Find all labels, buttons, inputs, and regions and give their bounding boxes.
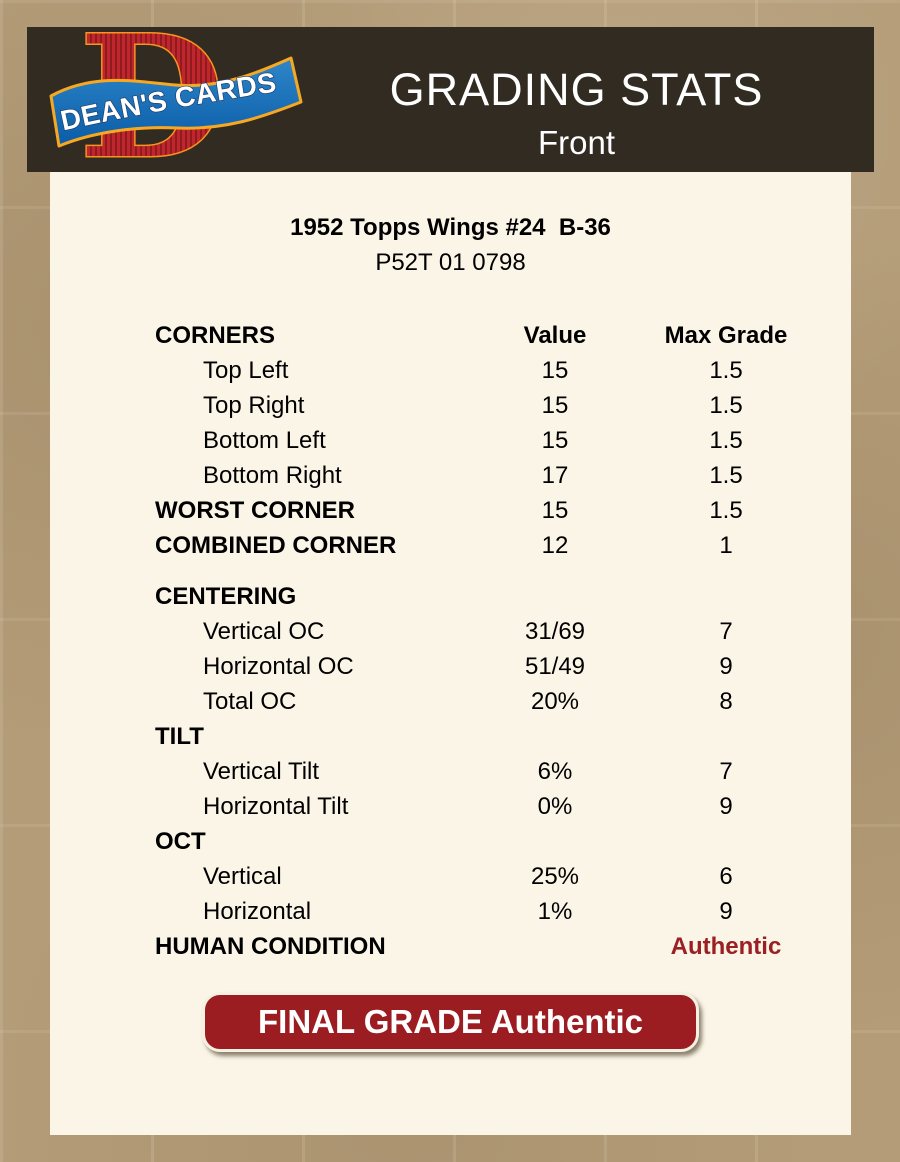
row-label: COMBINED CORNER bbox=[155, 531, 397, 559]
row-max-grade: 1.5 bbox=[709, 356, 743, 384]
row-label: Total OC bbox=[203, 687, 297, 715]
row-max-grade: 1.5 bbox=[709, 461, 743, 489]
row-label: Bottom Right bbox=[203, 461, 342, 489]
row-value: 15 bbox=[541, 391, 569, 419]
row-max-grade: 1.5 bbox=[709, 426, 743, 454]
row-value: 17 bbox=[541, 461, 569, 489]
row-max-grade: 8 bbox=[719, 687, 733, 715]
table-row: Top Right 15 1.5 bbox=[50, 388, 851, 423]
row-value: 12 bbox=[541, 531, 569, 559]
page-subtitle: Front bbox=[537, 124, 616, 161]
table-row: CENTERING bbox=[50, 579, 851, 614]
table-row: Bottom Left 15 1.5 bbox=[50, 423, 851, 458]
row-max-grade: Max Grade bbox=[664, 321, 788, 349]
table-row: COMBINED CORNER 12 1 bbox=[50, 528, 851, 563]
row-max-grade: 9 bbox=[719, 897, 733, 925]
row-label: Vertical OC bbox=[203, 617, 325, 645]
header-bar: D DEAN'S CARDS GRADING STATS Front bbox=[27, 0, 874, 198]
row-value: 20% bbox=[530, 687, 580, 715]
row-value: 6% bbox=[537, 757, 573, 785]
table-row: Horizontal OC 51/49 9 bbox=[50, 649, 851, 684]
row-label: CORNERS bbox=[155, 321, 276, 349]
final-grade-button[interactable]: FINAL GRADE Authentic bbox=[202, 992, 699, 1052]
header-titles: GRADING STATS Front bbox=[287, 27, 866, 172]
deans-cards-logo-icon: D DEAN'S CARDS bbox=[49, 0, 303, 198]
row-label: Vertical bbox=[203, 862, 282, 890]
row-label: Bottom Left bbox=[203, 426, 326, 454]
row-label: Top Left bbox=[203, 356, 289, 384]
table-row: CORNERS Value Max Grade bbox=[50, 318, 851, 353]
row-label: Top Right bbox=[203, 391, 305, 419]
logo-ribbon bbox=[49, 56, 303, 148]
row-label: WORST CORNER bbox=[155, 496, 355, 524]
table-row: Vertical OC 31/69 7 bbox=[50, 614, 851, 649]
row-label: OCT bbox=[155, 827, 206, 855]
row-label: Vertical Tilt bbox=[203, 757, 320, 785]
row-value: 15 bbox=[541, 496, 569, 524]
table-row: TILT bbox=[50, 719, 851, 754]
row-value: 0% bbox=[537, 792, 573, 820]
row-value: 15 bbox=[541, 426, 569, 454]
row-label: CENTERING bbox=[155, 582, 297, 610]
row-max-grade: 7 bbox=[719, 617, 733, 645]
row-label: TILT bbox=[155, 722, 204, 750]
row-max-grade: 1 bbox=[719, 531, 733, 559]
table-row: Top Left 15 1.5 bbox=[50, 353, 851, 388]
table-row: WORST CORNER 15 1.5 bbox=[50, 493, 851, 528]
table-row: Vertical 25% 6 bbox=[50, 859, 851, 894]
row-label: Horizontal OC bbox=[203, 652, 354, 680]
deans-cards-logo[interactable]: D DEAN'S CARDS bbox=[45, 0, 307, 198]
row-value: Value bbox=[523, 321, 587, 349]
row-max-grade: 6 bbox=[719, 862, 733, 890]
row-value: 51/49 bbox=[524, 652, 586, 680]
row-max-grade: 9 bbox=[719, 652, 733, 680]
row-label: HUMAN CONDITION bbox=[155, 932, 386, 960]
table-row: Horizontal 1% 9 bbox=[50, 894, 851, 929]
row-max-grade: 9 bbox=[719, 792, 733, 820]
table-row: OCT bbox=[50, 824, 851, 859]
table-row: Vertical Tilt 6% 7 bbox=[50, 754, 851, 789]
grading-report-panel: 1952 Topps Wings #24 B-36 P52T 01 0798 C… bbox=[50, 172, 851, 1135]
card-serial-number: P52T 01 0798 bbox=[375, 249, 526, 276]
row-label: Horizontal Tilt bbox=[203, 792, 349, 820]
row-label: Horizontal bbox=[203, 897, 312, 925]
grades-table: CORNERS Value Max Grade Top Left 15 1.5 … bbox=[50, 318, 851, 964]
row-max-grade: Authentic bbox=[670, 932, 782, 960]
card-title: 1952 Topps Wings #24 B-36 bbox=[290, 214, 611, 241]
row-max-grade: 1.5 bbox=[709, 496, 743, 524]
row-value: 25% bbox=[530, 862, 580, 890]
table-row: Horizontal Tilt 0% 9 bbox=[50, 789, 851, 824]
page-title: GRADING STATS bbox=[389, 64, 764, 115]
row-value: 31/69 bbox=[524, 617, 586, 645]
table-row: Total OC 20% 8 bbox=[50, 684, 851, 719]
row-value: 1% bbox=[537, 897, 573, 925]
table-row: HUMAN CONDITION Authentic bbox=[50, 929, 851, 964]
row-value: 15 bbox=[541, 356, 569, 384]
row-max-grade: 1.5 bbox=[709, 391, 743, 419]
row-max-grade: 7 bbox=[719, 757, 733, 785]
table-row: Bottom Right 17 1.5 bbox=[50, 458, 851, 493]
